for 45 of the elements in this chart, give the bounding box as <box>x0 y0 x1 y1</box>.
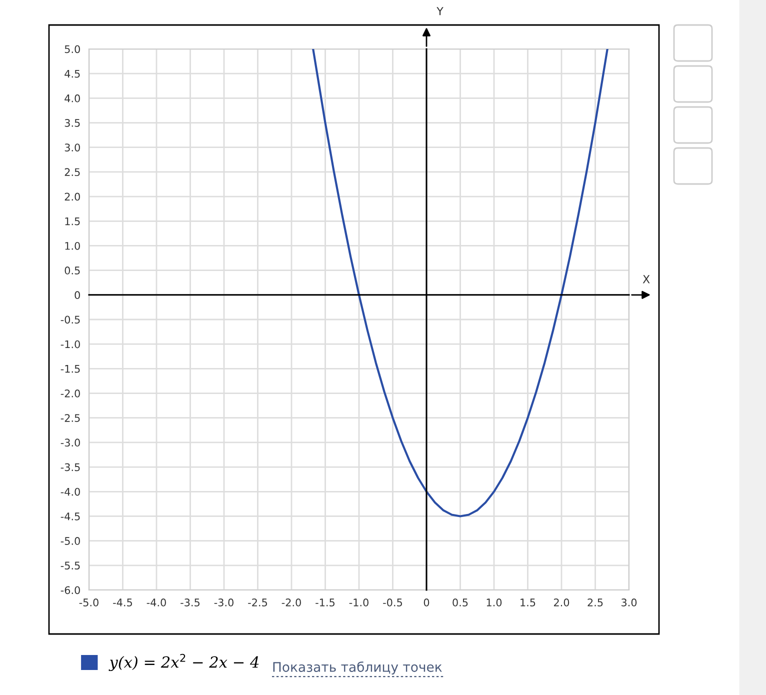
y-tick-label: -0.5 <box>60 316 80 324</box>
y-axis-title: Y <box>436 7 444 16</box>
y-tick-label: 3.0 <box>64 144 80 152</box>
x-tick-label: 0.5 <box>452 598 468 606</box>
y-tick-label: 1.5 <box>65 218 80 226</box>
y-tick-label: 2.5 <box>64 168 80 176</box>
x-tick-label: -2.0 <box>282 598 301 606</box>
y-tick-label: -3.0 <box>60 438 80 447</box>
y-tick-label: -4.0 <box>60 488 80 496</box>
x-tick-label: -4.5 <box>113 598 132 606</box>
x-tick-label: -3.0 <box>214 598 234 606</box>
y-tick-label: -5.0 <box>60 537 80 545</box>
y-tick-label: 4.0 <box>64 94 80 102</box>
y-tick-label: 3.5 <box>64 119 80 127</box>
y-tick-label: 2.0 <box>64 192 80 201</box>
x-tick-label: 3.0 <box>622 598 637 606</box>
x-tick-label: 2.5 <box>588 598 603 606</box>
y-tick-label: -1.5 <box>60 365 80 373</box>
x-tick-label: 0 <box>424 598 430 606</box>
x-tick-label: -4.0 <box>146 598 166 606</box>
x-tick-label: 2.0 <box>554 598 570 606</box>
y-tick-label: -5.5 <box>60 562 80 570</box>
y-tick-label: 1.0 <box>65 242 80 250</box>
x-tick-label: -2.5 <box>248 598 268 606</box>
x-tick-label: -3.5 <box>180 598 200 606</box>
x-tick-label: -0.5 <box>383 598 402 606</box>
y-tick-label: -2.0 <box>60 390 80 398</box>
x-tick-label: -5.0 <box>79 598 98 606</box>
text: Показать таблицу точек <box>273 662 442 674</box>
y-tick-label: -6.0 <box>60 586 80 594</box>
x-axis-title: X <box>642 275 650 284</box>
y-tick-label: -2.5 <box>60 414 80 422</box>
y-tick-label: -1.0 <box>60 340 80 348</box>
x-tick-label: 1.5 <box>520 598 536 606</box>
legend-label: y(x) = 2x$^{2}$ − 2x − 4 <box>108 654 259 672</box>
y-tick-label: -3.5 <box>60 463 80 472</box>
x-tick-label: 1.0 <box>486 598 502 606</box>
y-tick-label: -4.5 <box>60 512 80 520</box>
y-tick-label: 4.5 <box>64 70 80 78</box>
y-tick-label: 0.5 <box>64 266 80 274</box>
x-tick-label: -1.5 <box>316 598 335 606</box>
line-series <box>312 49 608 518</box>
y-tick-label: 0 <box>74 291 80 300</box>
x-tick-label: -1.0 <box>349 598 368 606</box>
y-tick-label: 5.0 <box>64 45 80 54</box>
